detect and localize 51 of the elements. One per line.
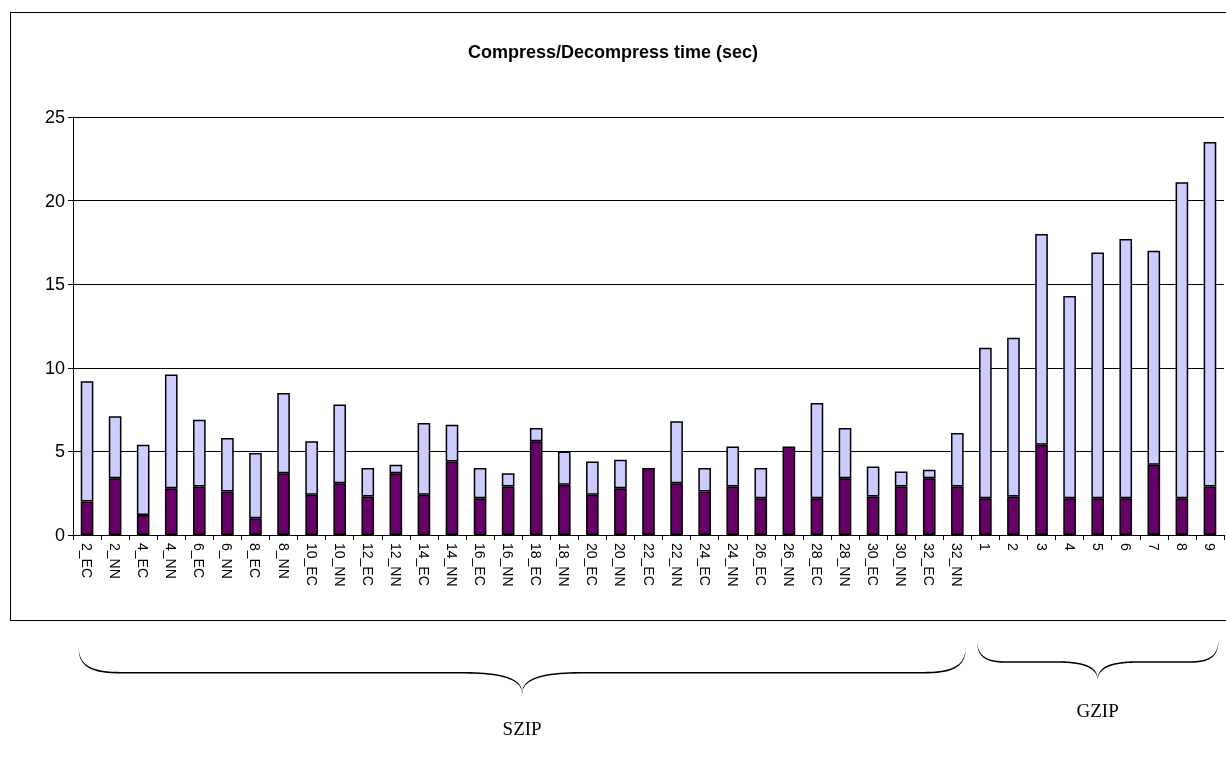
x-tick-label: 9 (1201, 543, 1218, 551)
x-tick-label: 10_EC (303, 543, 320, 586)
x-tick-label: 3 (1033, 543, 1050, 551)
x-tick-label: 14_EC (415, 543, 432, 586)
x-tick-label: 8_EC (247, 543, 264, 579)
y-tick-label: 5 (54, 441, 65, 462)
chart-title: Compress/Decompress time (sec) (467, 42, 759, 62)
x-tick-label: 22_EC (640, 543, 657, 586)
x-tick-label: 8 (1173, 543, 1190, 551)
x-tick-label: 12_EC (359, 543, 376, 586)
x-tick-label: 6_NN (219, 543, 236, 579)
x-tick-label: 2 (1005, 543, 1022, 551)
x-tick-label: 22_NN (668, 543, 685, 587)
x-tick-label: 10_NN (331, 543, 348, 587)
x-tick-label: 4 (1061, 543, 1078, 551)
x-tick-label: 32_NN (949, 543, 966, 587)
bar (642, 468, 655, 535)
x-tick-label: 30_NN (893, 543, 910, 587)
x-tick-label: 32_EC (921, 543, 938, 586)
x-tick-label: 30_EC (865, 543, 882, 586)
x-tick-label: 4_NN (163, 543, 180, 579)
text: SZIP (502, 718, 542, 740)
x-tick-label: 24_NN (724, 543, 741, 587)
x-tick-label: 2_NN (107, 543, 124, 579)
x-tick-label: 18_NN (556, 543, 573, 587)
x-tick-label: 18_EC (528, 543, 545, 586)
x-tick-label: 26_NN (780, 543, 797, 587)
y-tick-label: 25 (44, 107, 65, 127)
x-tick-label: 5 (1089, 543, 1106, 551)
x-tick-label: 7 (1145, 543, 1162, 551)
x-tick-label: 20_NN (612, 543, 629, 587)
y-tick-label: 0 (54, 525, 65, 545)
x-tick-label: 24_EC (696, 543, 713, 586)
x-tick-label: 26_EC (752, 543, 769, 586)
x-tick-label: 8_NN (275, 543, 292, 579)
x-tick-label: 1 (977, 543, 994, 551)
x-tick-label: 4_EC (135, 543, 152, 579)
x-tick-label: 20_EC (584, 543, 601, 586)
x-tick-label: 6_EC (191, 543, 208, 579)
x-tick-label: 16_EC (472, 543, 489, 586)
y-tick-label: 10 (44, 357, 65, 378)
x-tick-label: 14_NN (443, 543, 460, 587)
x-tick-label: 12_NN (387, 543, 404, 587)
x-tick-label: 16_NN (500, 543, 517, 587)
x-tick-label: 28_NN (837, 543, 854, 587)
x-tick-label: 2_EC (79, 543, 96, 579)
text: GZIP (1076, 700, 1119, 722)
x-tick-label: 28_EC (808, 543, 825, 586)
x-tick-label: 6 (1117, 543, 1134, 551)
y-tick-label: 20 (44, 190, 65, 211)
y-tick-label: 15 (44, 274, 65, 295)
